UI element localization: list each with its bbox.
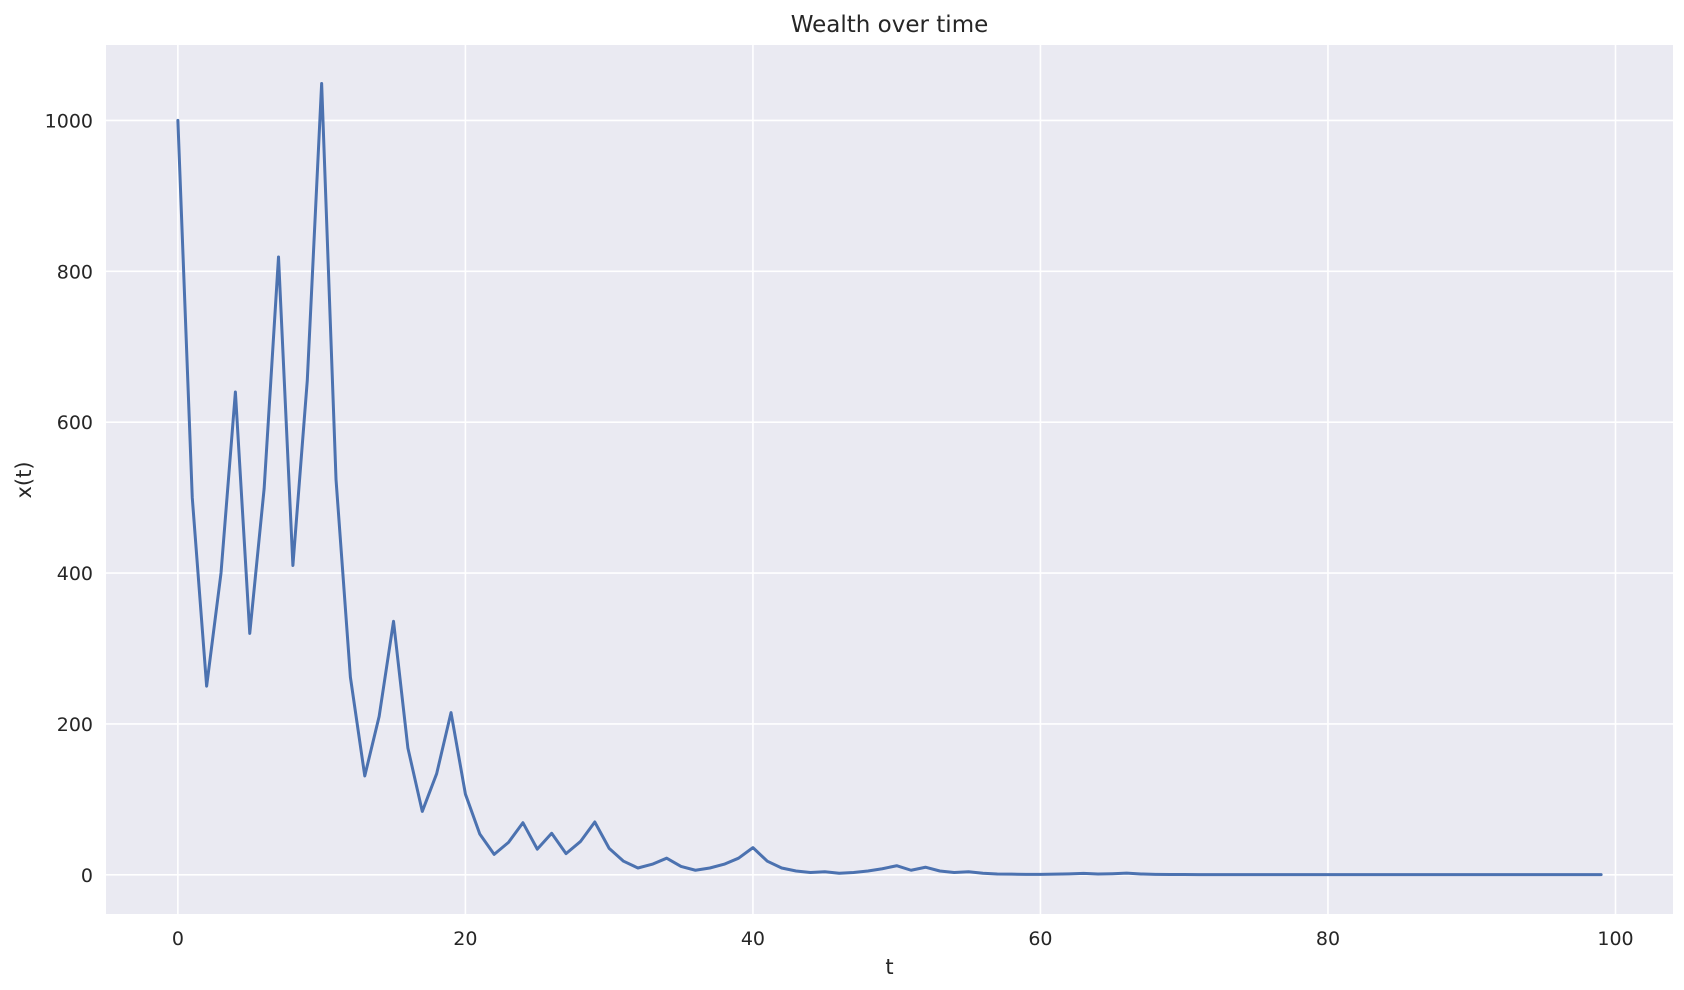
x-grid — [177, 45, 1617, 914]
y-tick-label: 600 — [57, 412, 93, 434]
y-tick-label: 0 — [81, 865, 93, 887]
y-axis-label: x(t) — [12, 461, 36, 498]
x-axis-label: t — [885, 955, 893, 979]
y-tick-label: 200 — [57, 714, 93, 736]
y-tick-labels: 0 200 400 600 800 1000 — [45, 110, 93, 886]
x-tick-label: 60 — [1028, 928, 1052, 950]
x-tick-label: 20 — [453, 928, 477, 950]
plot-area — [106, 45, 1673, 914]
x-tick-label: 80 — [1316, 928, 1340, 950]
y-tick-label: 1000 — [45, 110, 93, 132]
y-grid — [106, 119, 1673, 876]
series-line-0 — [176, 81, 1603, 877]
y-tick-label: 800 — [57, 261, 93, 283]
chart-title: Wealth over time — [791, 12, 989, 38]
series-layer — [176, 81, 1603, 877]
x-tick-labels: 0 20 40 60 80 100 — [172, 928, 1634, 950]
x-tick-label: 0 — [172, 928, 184, 950]
x-tick-label: 100 — [1597, 928, 1633, 950]
y-tick-label: 400 — [57, 563, 93, 585]
x-tick-label: 40 — [741, 928, 765, 950]
